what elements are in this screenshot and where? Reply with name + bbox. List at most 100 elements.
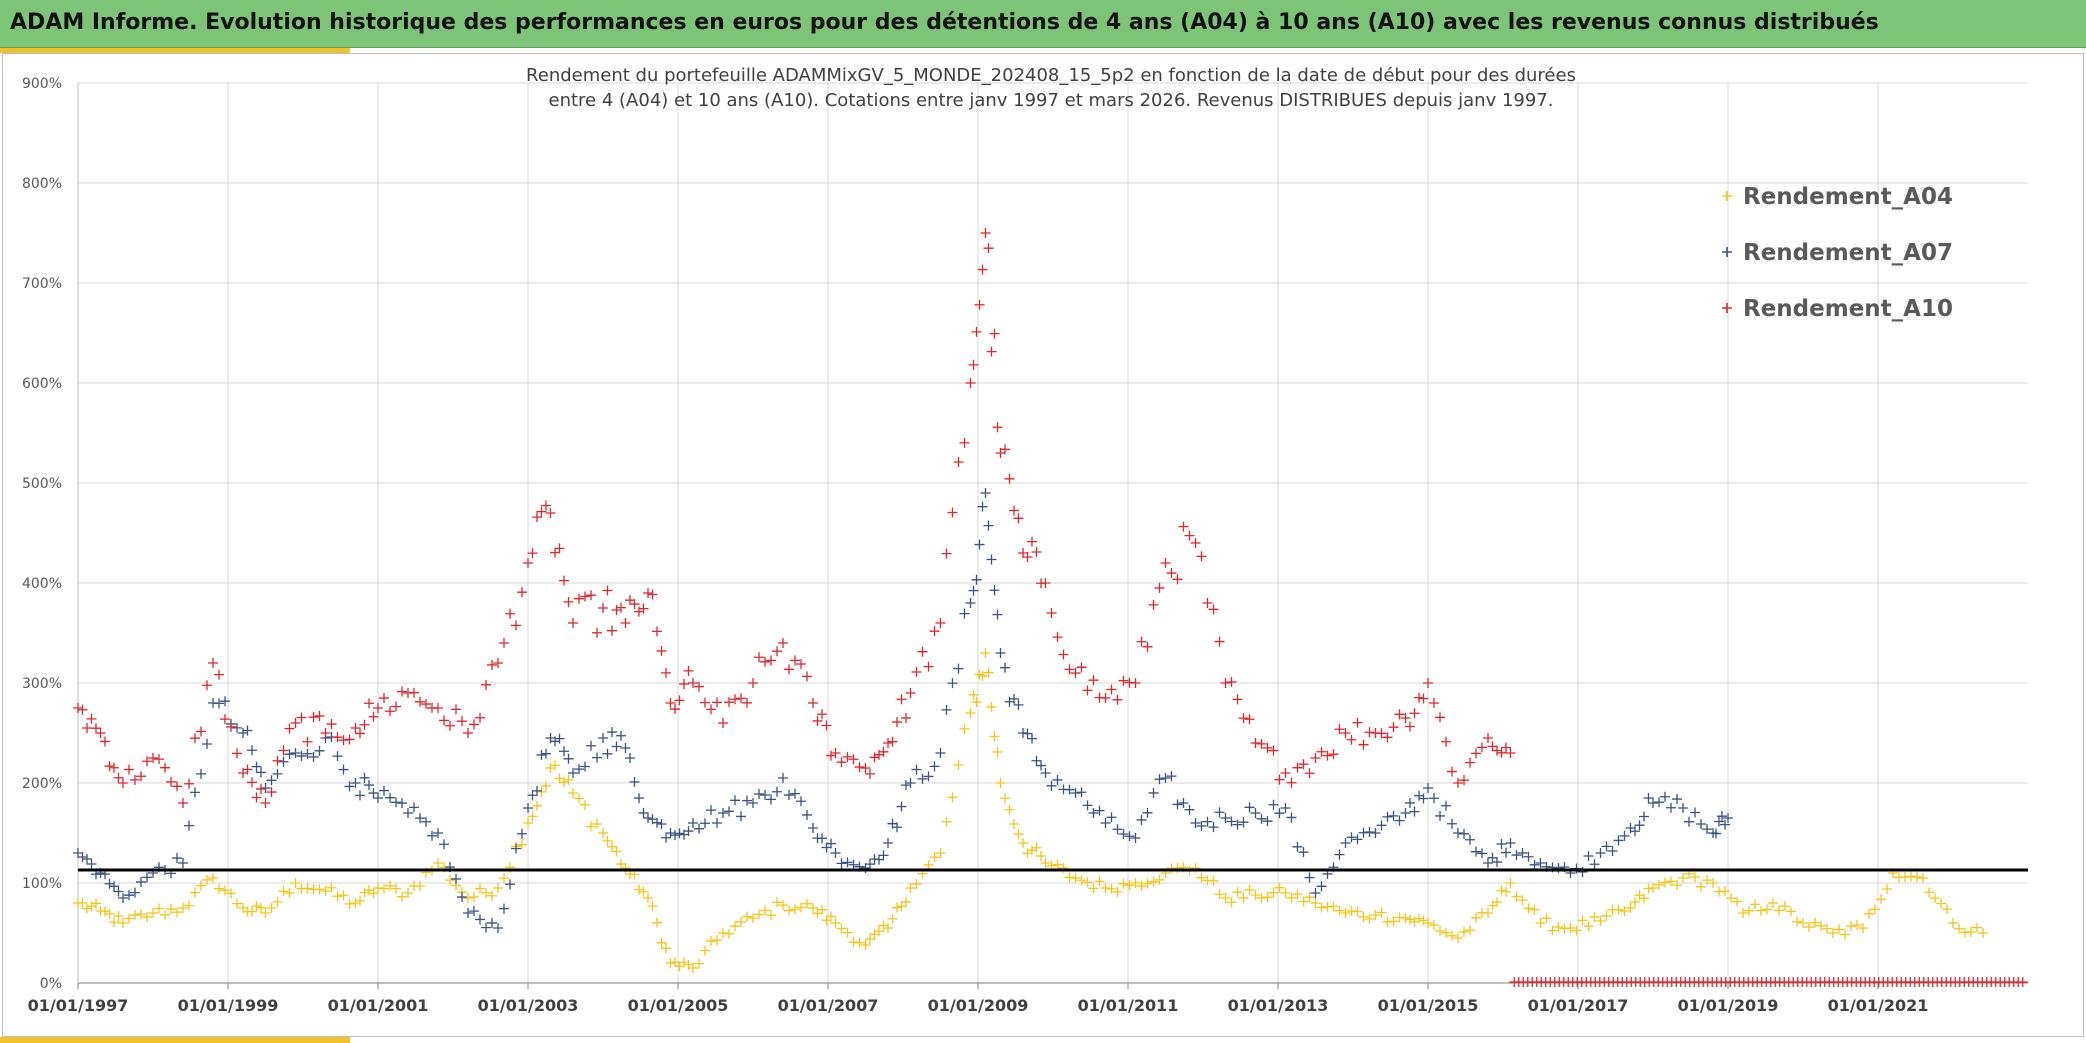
data-point bbox=[1052, 859, 1063, 870]
data-point bbox=[1595, 848, 1606, 858]
data-point bbox=[1607, 845, 1618, 856]
data-point bbox=[1690, 807, 1700, 818]
data-point bbox=[1166, 568, 1177, 579]
data-point bbox=[1352, 834, 1363, 845]
data-point bbox=[208, 658, 218, 668]
data-point bbox=[1376, 820, 1387, 831]
data-point bbox=[208, 873, 218, 883]
data-point bbox=[905, 883, 916, 893]
data-point bbox=[344, 781, 355, 792]
data-point bbox=[1702, 875, 1712, 886]
data-point bbox=[541, 500, 551, 511]
data-point bbox=[1031, 842, 1042, 853]
x-tick-label: 01/01/2001 bbox=[328, 996, 429, 1015]
data-point bbox=[1118, 878, 1129, 889]
data-point bbox=[736, 811, 746, 822]
data-point bbox=[1166, 771, 1177, 782]
data-point bbox=[1511, 850, 1522, 861]
data-point bbox=[1471, 846, 1481, 857]
data-point bbox=[118, 778, 128, 788]
data-point bbox=[1717, 811, 1727, 822]
data-point bbox=[917, 773, 928, 784]
data-point bbox=[901, 780, 911, 791]
data-point bbox=[1912, 872, 1922, 883]
data-point bbox=[302, 736, 313, 747]
data-point bbox=[1036, 851, 1046, 862]
data-point bbox=[1583, 851, 1594, 862]
data-point bbox=[1250, 808, 1261, 818]
data-point bbox=[1418, 915, 1429, 926]
data-point bbox=[1316, 881, 1327, 892]
data-point bbox=[184, 900, 194, 911]
data-point bbox=[505, 608, 515, 619]
data-point bbox=[1154, 582, 1165, 593]
data-point bbox=[385, 880, 395, 891]
data-point bbox=[790, 655, 800, 666]
bottom-strip-layer bbox=[1509, 977, 2028, 987]
data-point bbox=[1744, 905, 1754, 916]
data-point bbox=[109, 917, 119, 928]
data-point bbox=[1118, 829, 1129, 840]
data-point bbox=[661, 943, 671, 954]
data-point bbox=[532, 800, 542, 811]
data-point bbox=[1834, 924, 1844, 935]
x-tick-label: 01/01/2005 bbox=[628, 996, 729, 1015]
grid-layer bbox=[77, 82, 2028, 984]
data-point bbox=[1639, 893, 1649, 904]
data-point bbox=[1250, 890, 1261, 900]
data-point bbox=[148, 908, 158, 918]
data-point bbox=[1529, 904, 1540, 915]
data-point bbox=[1723, 813, 1733, 823]
data-point bbox=[992, 609, 1003, 620]
data-point bbox=[296, 750, 307, 761]
x-tick-label: 01/01/2021 bbox=[1828, 996, 1929, 1015]
data-point bbox=[826, 750, 836, 761]
data-point bbox=[670, 957, 680, 968]
data-point bbox=[1423, 783, 1433, 793]
data-point bbox=[1292, 762, 1303, 773]
data-point bbox=[536, 786, 547, 797]
data-point bbox=[736, 916, 746, 927]
data-point bbox=[1613, 904, 1624, 915]
data-point bbox=[1304, 892, 1315, 903]
data-point bbox=[887, 913, 898, 924]
data-point bbox=[652, 917, 662, 928]
axis-layer: 0% 100% 200% 300% 400% 500% 600% 700% 800% 900% 01… bbox=[22, 76, 2028, 1015]
data-point bbox=[941, 704, 952, 715]
data-point bbox=[1232, 694, 1243, 705]
data-point bbox=[1492, 745, 1502, 756]
legend-marker bbox=[1722, 247, 1732, 257]
data-point bbox=[296, 712, 307, 723]
data-point bbox=[451, 873, 461, 884]
data-point bbox=[638, 807, 649, 818]
data-point bbox=[1214, 889, 1225, 900]
data-point bbox=[706, 704, 716, 715]
data-point bbox=[1666, 802, 1676, 813]
data-point bbox=[986, 701, 997, 712]
data-point bbox=[766, 655, 776, 666]
data-point bbox=[1136, 814, 1147, 825]
data-point bbox=[136, 771, 146, 782]
data-point bbox=[247, 745, 257, 756]
data-point bbox=[1435, 810, 1445, 821]
data-point bbox=[1678, 803, 1688, 813]
data-point bbox=[457, 716, 467, 727]
data-point bbox=[1405, 797, 1415, 808]
data-point bbox=[1948, 918, 1958, 928]
data-point bbox=[766, 794, 776, 805]
data-point bbox=[554, 543, 565, 554]
data-point bbox=[1613, 835, 1624, 846]
data-point bbox=[1000, 793, 1010, 804]
data-point bbox=[683, 665, 694, 676]
data-point bbox=[656, 818, 667, 829]
data-point bbox=[559, 746, 569, 757]
data-point bbox=[178, 798, 188, 808]
data-point bbox=[1459, 926, 1469, 937]
data-point bbox=[830, 918, 841, 928]
data-point bbox=[1583, 921, 1594, 932]
data-point bbox=[550, 736, 560, 747]
data-point bbox=[905, 778, 916, 788]
data-point bbox=[1930, 893, 1940, 904]
data-point bbox=[1046, 607, 1057, 618]
data-point bbox=[350, 898, 361, 908]
